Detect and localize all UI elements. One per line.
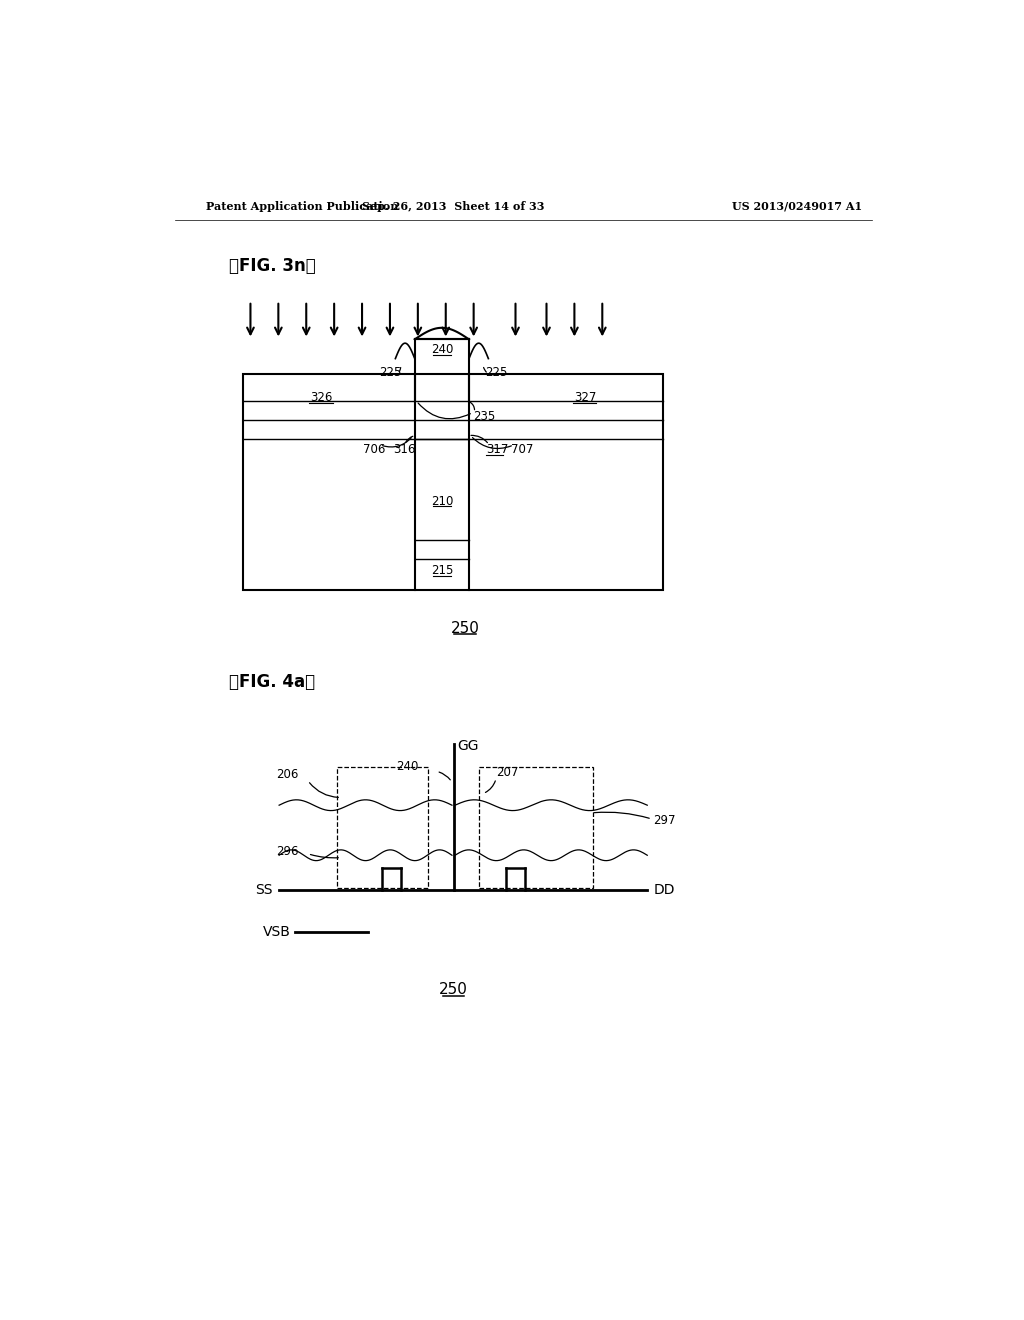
Text: VSB: VSB (263, 925, 291, 940)
Text: US 2013/0249017 A1: US 2013/0249017 A1 (732, 201, 862, 211)
Text: 250: 250 (439, 982, 468, 998)
Text: 296: 296 (276, 845, 299, 858)
Text: 206: 206 (276, 768, 299, 781)
Text: 215: 215 (431, 564, 453, 577)
Text: 225: 225 (379, 366, 401, 379)
Text: 297: 297 (653, 814, 676, 828)
Text: Patent Application Publication: Patent Application Publication (206, 201, 398, 211)
Text: 707: 707 (511, 444, 534, 455)
Text: 225: 225 (485, 366, 507, 379)
Text: 240: 240 (396, 760, 419, 774)
Text: 210: 210 (431, 495, 453, 508)
Text: 327: 327 (574, 391, 596, 404)
Text: Sep. 26, 2013  Sheet 14 of 33: Sep. 26, 2013 Sheet 14 of 33 (362, 201, 545, 211)
Text: GG: GG (458, 739, 479, 752)
Text: 207: 207 (496, 767, 518, 779)
Text: DD: DD (653, 883, 675, 896)
Text: 235: 235 (473, 409, 496, 422)
Bar (243, 374, 663, 590)
Text: 317: 317 (486, 444, 509, 455)
Text: 706: 706 (364, 444, 386, 455)
Bar (337, 767, 428, 888)
Text: 【FIG. 4a】: 【FIG. 4a】 (228, 673, 314, 690)
Text: SS: SS (255, 883, 273, 896)
Text: 【FIG. 3n】: 【FIG. 3n】 (228, 257, 315, 275)
Text: 316: 316 (393, 444, 415, 455)
Text: 326: 326 (310, 391, 333, 404)
Bar (479, 767, 593, 888)
Text: 240: 240 (431, 343, 453, 356)
Text: 250: 250 (451, 620, 479, 636)
